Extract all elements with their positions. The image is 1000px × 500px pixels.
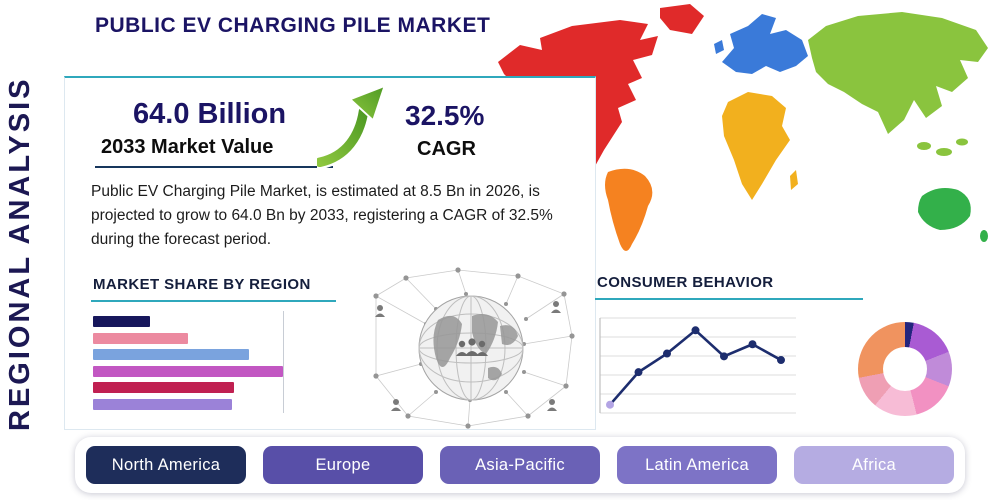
regional-analysis-vertical-label: REGIONAL ANALYSIS <box>4 76 36 432</box>
region-button-asia-pacific[interactable]: Asia-Pacific <box>440 446 600 484</box>
consumer-behavior-chart-wrap <box>598 310 798 427</box>
growth-arrow-icon <box>312 84 395 173</box>
line-marker <box>606 400 614 409</box>
line-marker <box>777 356 785 365</box>
market-share-underline <box>91 300 336 302</box>
line-marker <box>720 352 728 361</box>
cagr-caption: CAGR <box>417 138 476 160</box>
continent-asia <box>808 12 988 134</box>
continent-europe <box>722 14 808 74</box>
continent-africa <box>790 170 798 190</box>
stat-underline <box>95 166 333 168</box>
line-marker <box>663 349 671 358</box>
region-button-north-america[interactable]: North America <box>86 446 246 484</box>
continent-greenland <box>660 4 704 34</box>
continent-europe <box>714 40 724 54</box>
region-button-africa[interactable]: Africa <box>794 446 954 484</box>
bar-1 <box>93 316 150 327</box>
region-buttons-bar: North America Europe Asia-Pacific Latin … <box>75 437 965 493</box>
bar-3 <box>93 349 249 360</box>
continent-asia <box>917 142 931 150</box>
market-value-caption: 2033 Market Value <box>101 136 274 158</box>
continent-asia <box>956 138 968 146</box>
section-title-market-share: MARKET SHARE BY REGION <box>93 276 311 293</box>
continent-south-america <box>605 168 653 251</box>
market-share-bar-chart <box>93 311 293 415</box>
globe-network-icon <box>365 264 577 437</box>
highlight-card: 64.0 Billion 2033 Market Value 32.5% CAG… <box>64 76 596 430</box>
regional-donut-chart <box>858 322 952 416</box>
continent-australia <box>918 188 971 230</box>
page-title: PUBLIC EV CHARGING PILE MARKET <box>95 14 491 37</box>
bar-4 <box>93 365 283 377</box>
bar-5 <box>93 382 234 393</box>
consumer-behavior-underline <box>595 298 863 300</box>
region-button-latin-america[interactable]: Latin America <box>617 446 777 484</box>
line-marker <box>634 368 643 377</box>
bar-2 <box>93 332 188 344</box>
market-description: Public EV Charging Pile Market, is estim… <box>91 183 553 249</box>
bar-6 <box>93 398 232 410</box>
continent-africa <box>722 92 790 200</box>
continent-asia <box>936 148 952 156</box>
consumer-behavior-chart <box>599 317 796 414</box>
cagr-value: 32.5% <box>405 100 485 131</box>
region-button-europe[interactable]: Europe <box>263 446 423 484</box>
continent-australia <box>980 230 988 242</box>
line-marker <box>691 326 700 335</box>
section-title-consumer-behavior: CONSUMER BEHAVIOR <box>597 274 774 291</box>
market-value: 64.0 Billion <box>133 98 287 130</box>
bar-chart-gridline <box>283 311 284 413</box>
line-marker <box>748 340 757 349</box>
